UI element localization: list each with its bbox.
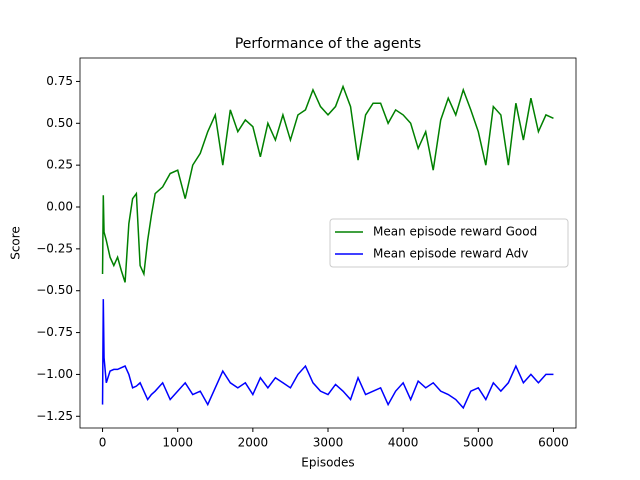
- y-tick-label: −1.00: [36, 367, 73, 381]
- y-tick-label: 0.50: [46, 116, 73, 130]
- x-tick-label: 1000: [162, 436, 193, 450]
- legend-label: Mean episode reward Good: [373, 225, 537, 239]
- legend-label: Mean episode reward Adv: [373, 247, 528, 261]
- x-tick-label: 4000: [388, 436, 419, 450]
- x-axis-label: Episodes: [301, 456, 354, 470]
- series-line: [101, 299, 554, 410]
- y-tick-label: −0.50: [36, 283, 73, 297]
- chart-title: Performance of the agents: [235, 36, 421, 52]
- x-tick-label: 5000: [463, 436, 494, 450]
- series-line: [101, 84, 554, 283]
- x-tick-label: 0: [99, 436, 107, 450]
- x-tick-label: 2000: [238, 436, 269, 450]
- y-tick-label: −0.75: [36, 325, 73, 339]
- x-tick-label: 3000: [313, 436, 344, 450]
- plot-frame: [79, 57, 577, 429]
- y-axis-label: Score: [9, 226, 23, 260]
- y-tick-label: −1.25: [36, 409, 73, 423]
- legend-box: [329, 218, 569, 268]
- y-tick-label: 0.75: [46, 74, 73, 88]
- y-tick-label: 0.00: [46, 200, 73, 214]
- y-tick-label: 0.25: [46, 158, 73, 172]
- x-tick-label: 6000: [538, 436, 569, 450]
- y-tick-label: −0.25: [36, 241, 73, 255]
